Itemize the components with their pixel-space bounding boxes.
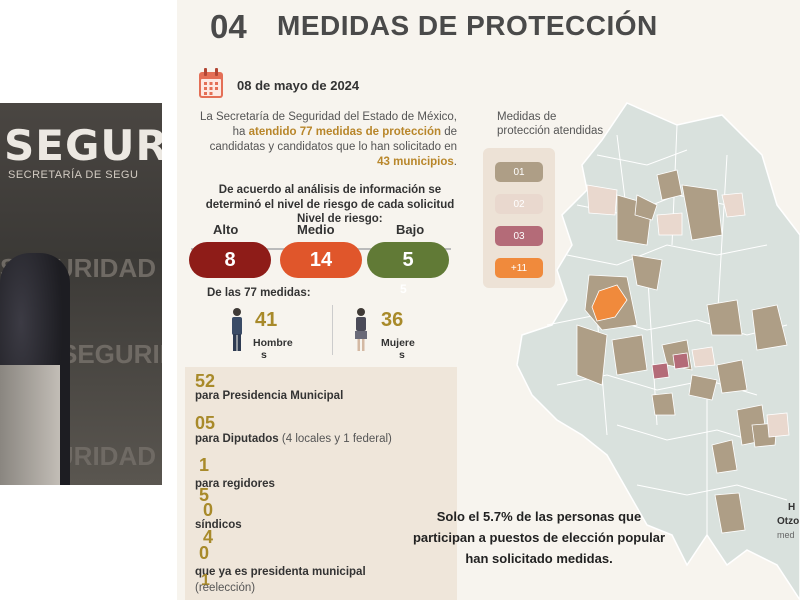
detail-value-president: 52 — [195, 371, 216, 391]
speaker-video-feed: SEGUR SECRETARÍA DE SEGU SEGURIDAD SEGUR… — [0, 103, 162, 485]
intro-text-2: de candidatas y candidatos que lo han so… — [209, 126, 457, 153]
risk-pill-high: 8 — [189, 242, 271, 278]
detail-value-5: 5 — [199, 485, 210, 505]
risk-label-medium: Medio — [297, 222, 335, 237]
detail-value-0a: 0 — [203, 500, 214, 520]
risk-label-low: Bajo — [396, 222, 425, 237]
presentation-slide: 04 MEDIDAS DE PROTECCIÓN 08 de mayo de 2… — [177, 0, 800, 600]
map-legend-title: Medidas de protección atendidas — [497, 111, 604, 137]
detail-value-1b: 1 — [201, 572, 210, 589]
detail-text-reelection: (reelección) — [195, 582, 256, 594]
detail-value-0b: 0 — [199, 543, 210, 563]
women-label-suffix: s — [399, 349, 405, 361]
women-label: Mujere — [381, 337, 415, 349]
intro-highlight-measures: atendido 77 medidas de protección — [248, 126, 441, 138]
detail-text-deputies: para Diputados (4 locales y 1 federal) — [195, 433, 392, 445]
woman-icon — [355, 308, 367, 351]
women-count: 36 — [381, 309, 404, 331]
man-icon — [232, 308, 242, 351]
municipalities-one-measure — [576, 169, 788, 534]
intro-text-1: La Secretaría de Seguridad del Estado de… — [200, 111, 457, 138]
intro-text-3: . — [453, 156, 457, 168]
detail-value-councilors: 1 — [199, 455, 210, 475]
municipalities-three-measures — [651, 352, 690, 380]
men-label: Hombre — [253, 337, 293, 349]
legend-item-01: 01 — [495, 162, 543, 182]
backdrop-subtitle: SECRETARÍA DE SEGU — [8, 169, 139, 181]
intro-paragraph: La Secretaría de Seguridad del Estado de… — [197, 110, 457, 170]
slide-title: MEDIDAS DE PROTECCIÓN — [277, 10, 658, 41]
risk-pill-low-echo: 5 — [400, 282, 407, 296]
state-municipalities-map — [516, 102, 800, 600]
slide-number: 04 — [210, 8, 247, 45]
gender-divider — [332, 305, 333, 355]
detail-value-4: 4 — [203, 527, 214, 547]
detail-text-trustees: síndicos — [195, 519, 242, 531]
detail-value-deputies: 05 — [195, 413, 216, 433]
detail-text-incumbent: que ya es presidenta municipal — [195, 566, 366, 578]
podium — [0, 365, 60, 485]
map-base — [516, 102, 800, 600]
gender-breakdown-title: De las 77 medidas: — [207, 287, 311, 299]
detail-text-councilors: para regidores — [195, 478, 275, 490]
calendar-icon — [199, 68, 223, 98]
cutoff-text-h: H — [788, 502, 796, 513]
detail-text-president: para Presidencia Municipal — [195, 390, 344, 402]
risk-level-title: Nivel de riesgo: — [297, 213, 383, 225]
backdrop-wall-text-mid: SEGURIDAD — [60, 339, 162, 369]
municipalities-eleven-plus-measures — [591, 284, 628, 322]
report-date: 08 de mayo de 2024 — [237, 78, 360, 93]
cutoff-text-otzo: Otzo — [777, 516, 800, 527]
risk-pill-low: 5 — [367, 242, 449, 278]
percentage-footnote: Solo el 5.7% de las personas que partici… — [412, 509, 666, 566]
men-count: 41 — [255, 309, 278, 331]
measures-detail-panel — [185, 367, 457, 600]
legend-item-02: 02 — [495, 194, 543, 214]
risk-intro-text: De acuerdo al análisis de información se… — [205, 184, 455, 211]
intro-highlight-municipalities: 43 municipios — [377, 156, 454, 168]
legend-item-03: 03 — [495, 226, 543, 246]
cutoff-text-med: med — [777, 530, 795, 540]
backdrop-logo: SEGUR — [4, 121, 162, 170]
municipalities-two-measures — [586, 184, 790, 438]
legend-item-11-plus: +11 — [495, 258, 543, 278]
risk-label-high: Alto — [213, 222, 239, 237]
risk-pill-medium: 14 — [280, 242, 362, 278]
men-label-suffix: s — [261, 349, 267, 361]
